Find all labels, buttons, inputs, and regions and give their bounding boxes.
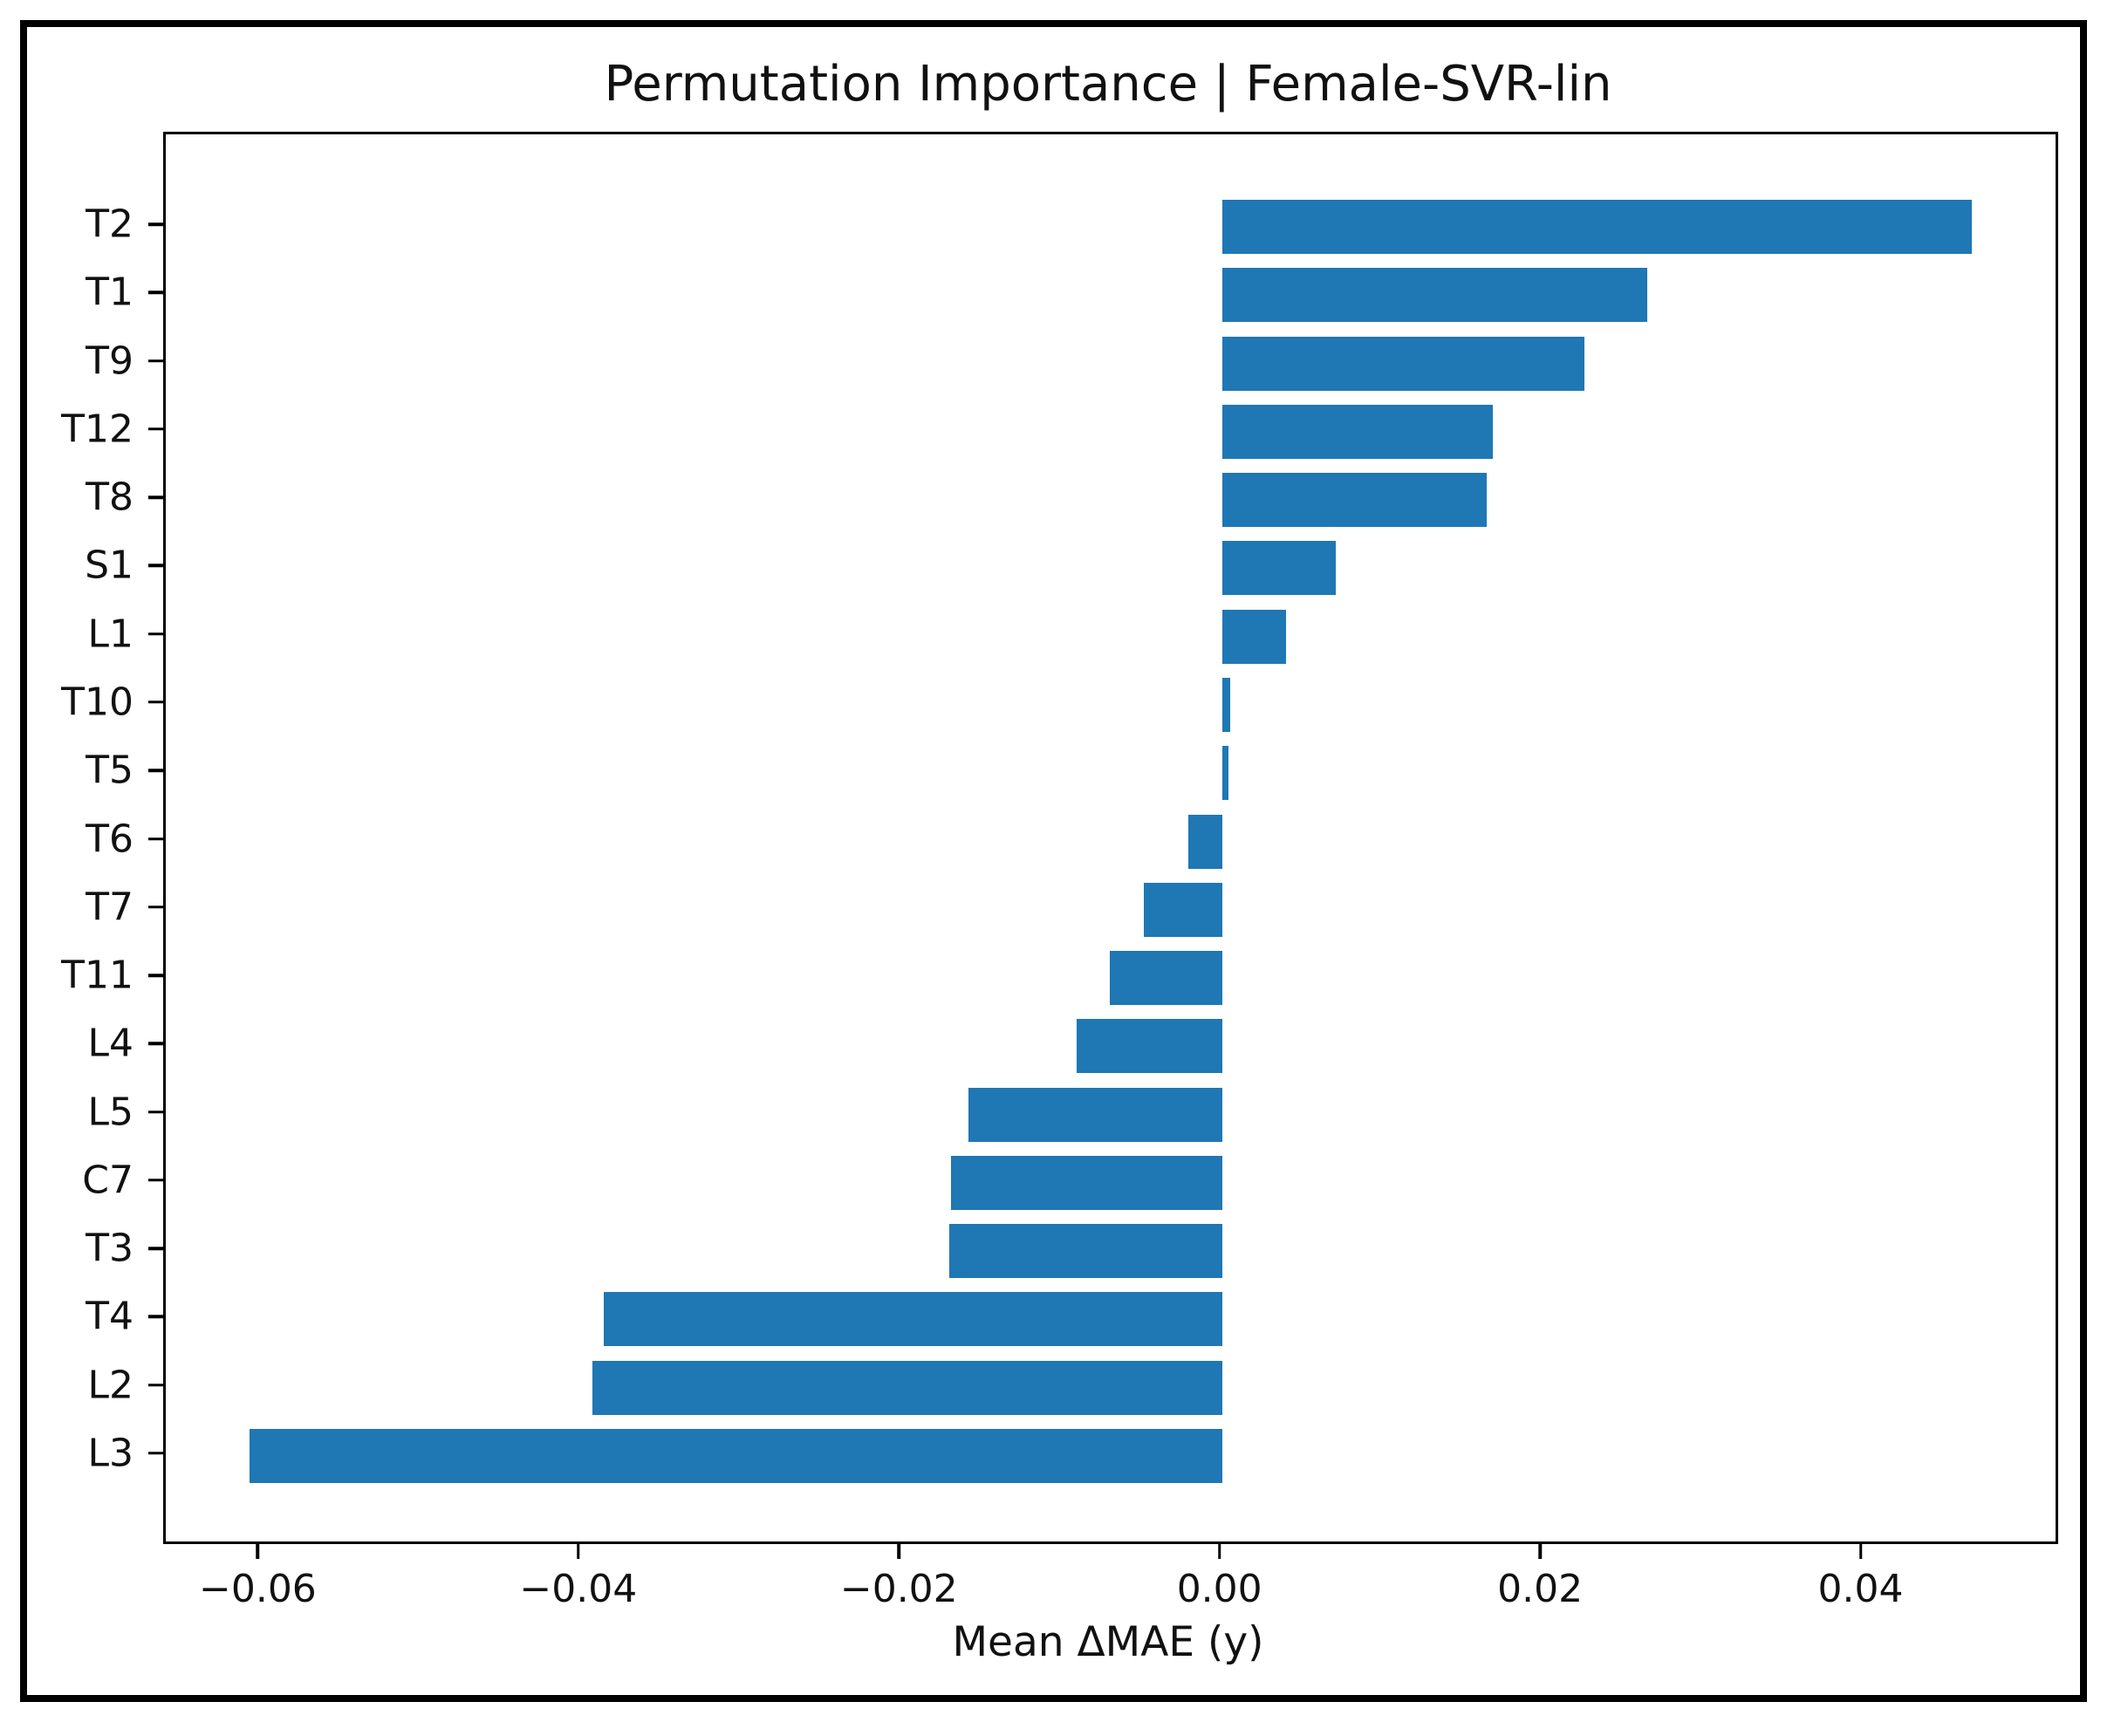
y-tick-label-L4: L4 [87,1021,133,1066]
x-tick-mark-−0.04 [577,1544,580,1559]
y-tick-label-T7: T7 [86,885,133,930]
y-tick-mark-S1 [148,564,163,568]
x-tick-label-−0.02: −0.02 [839,1567,958,1611]
figure-border [20,20,2087,1702]
bar-T1 [1221,268,1647,323]
x-axis-label: Mean ΔMAE (y) [952,1618,1264,1666]
x-tick-label-−0.04: −0.04 [519,1567,638,1611]
x-tick-label-0.00: 0.00 [1176,1567,1262,1611]
bar-C7 [951,1155,1222,1210]
y-tick-mark-T12 [148,427,163,431]
y-tick-label-T11: T11 [61,953,133,998]
x-tick-mark-0.02 [1538,1544,1542,1559]
y-tick-label-L3: L3 [87,1431,133,1476]
chart-title: Permutation Importance | Female-SVR-lin [604,56,1612,113]
y-tick-mark-T4 [148,1315,163,1319]
y-tick-mark-T8 [148,496,163,499]
y-tick-mark-T2 [148,222,163,226]
bar-T10 [1221,677,1230,732]
y-tick-label-T2: T2 [86,202,133,247]
y-tick-label-T10: T10 [61,680,133,725]
y-tick-mark-T7 [148,906,163,909]
bar-T6 [1188,814,1222,869]
y-tick-label-T9: T9 [86,338,133,384]
x-tick-mark-−0.02 [897,1544,900,1559]
y-tick-mark-C7 [148,1179,163,1182]
y-tick-mark-L5 [148,1110,163,1114]
y-tick-label-L5: L5 [87,1090,133,1135]
y-tick-label-L1: L1 [87,612,133,657]
bar-T4 [603,1292,1222,1347]
y-tick-label-T1: T1 [86,270,133,315]
x-tick-label-−0.06: −0.06 [198,1567,317,1611]
y-tick-label-T8: T8 [86,475,133,520]
y-tick-mark-L3 [148,1452,163,1455]
y-tick-mark-T3 [148,1247,163,1250]
y-tick-mark-T6 [148,837,163,841]
y-tick-mark-L2 [148,1383,163,1387]
y-tick-label-T5: T5 [86,748,133,793]
y-tick-mark-T9 [148,359,163,363]
plot-area [163,132,2058,1544]
y-tick-mark-T10 [148,701,163,704]
y-tick-mark-L4 [148,1042,163,1046]
y-tick-label-C7: C7 [82,1158,133,1203]
bar-L5 [968,1087,1222,1142]
y-tick-label-L2: L2 [87,1363,133,1408]
x-tick-label-0.02: 0.02 [1497,1567,1584,1611]
y-tick-label-S1: S1 [85,543,133,588]
bar-T12 [1221,404,1494,459]
y-tick-mark-T11 [148,974,163,977]
y-tick-mark-T5 [148,769,163,772]
bar-L4 [1076,1019,1222,1074]
y-tick-mark-L1 [148,632,163,636]
bar-T8 [1221,473,1487,528]
bar-T2 [1221,200,1973,255]
bar-L2 [592,1360,1222,1415]
bar-S1 [1221,541,1337,596]
y-tick-label-T3: T3 [86,1226,133,1271]
bar-T11 [1110,951,1222,1006]
y-tick-mark-T1 [148,290,163,295]
bar-T5 [1221,746,1229,801]
bar-L1 [1221,609,1287,664]
bar-L3 [249,1428,1222,1483]
bar-T7 [1143,882,1222,937]
bar-T9 [1221,336,1584,391]
x-tick-mark-−0.06 [256,1544,260,1559]
y-tick-label-T12: T12 [61,407,133,452]
y-tick-label-T4: T4 [86,1294,133,1339]
x-tick-label-0.04: 0.04 [1817,1567,1904,1611]
x-tick-mark-0.00 [1217,1544,1221,1559]
x-tick-mark-0.04 [1858,1544,1863,1559]
bar-T3 [949,1224,1222,1279]
y-tick-label-T6: T6 [86,817,133,861]
